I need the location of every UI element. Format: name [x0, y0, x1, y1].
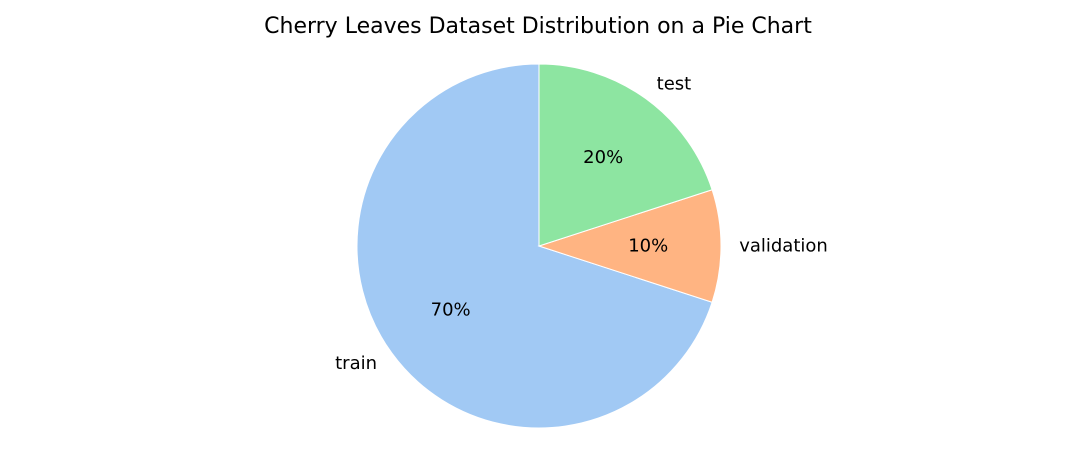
pie-labels: 70% train 10% validation 20% test — [335, 74, 828, 375]
pct-label-test: 20% — [583, 147, 623, 168]
pie-slices — [356, 63, 722, 429]
chart-title: Cherry Leaves Dataset Distribution on a … — [264, 14, 812, 39]
pie-slice-train — [356, 63, 713, 429]
slice-label-test: test — [657, 74, 692, 95]
pct-label-train: 70% — [431, 300, 471, 321]
slice-label-validation: validation — [739, 236, 828, 257]
pie-slice-test — [538, 63, 713, 247]
slice-label-train: train — [335, 353, 377, 374]
pct-label-validation: 10% — [628, 236, 668, 257]
pie-slice-validation — [537, 189, 722, 303]
